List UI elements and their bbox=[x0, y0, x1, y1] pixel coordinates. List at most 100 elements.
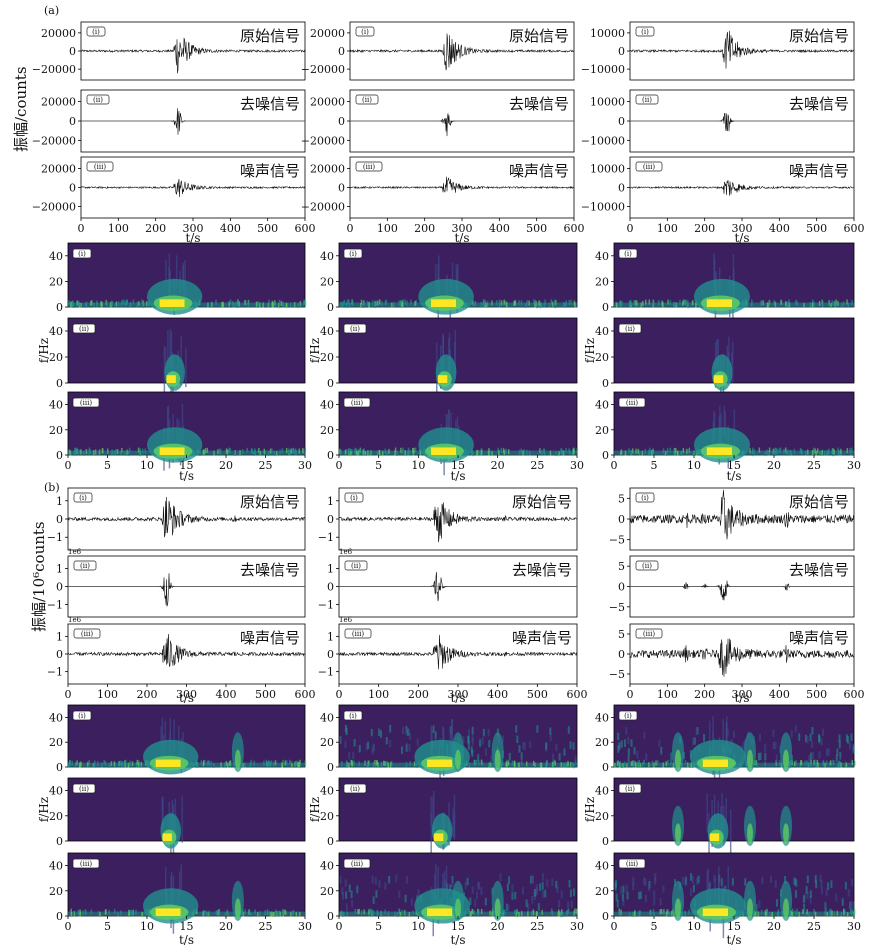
x-tick-label: 15 bbox=[180, 920, 194, 933]
noise-streak bbox=[617, 732, 620, 741]
spec-numeral: (iii) bbox=[626, 399, 638, 407]
spec-numeral: (ii) bbox=[350, 325, 360, 333]
noise-streak bbox=[267, 302, 270, 308]
noise-streak bbox=[829, 911, 832, 917]
row-title: 噪声信号 bbox=[509, 162, 569, 180]
noise-streak bbox=[407, 728, 410, 737]
noise-streak bbox=[417, 889, 420, 897]
noise-streak bbox=[340, 301, 342, 307]
noise-streak bbox=[637, 448, 639, 454]
noise-streak bbox=[505, 448, 507, 454]
x-tick-label: 100 bbox=[368, 688, 389, 701]
noise-streak bbox=[273, 761, 275, 767]
noise-streak bbox=[563, 762, 565, 768]
row-numeral: (ii) bbox=[642, 96, 652, 104]
x-tick-label: 300 bbox=[183, 222, 204, 235]
noise-streak bbox=[502, 300, 505, 306]
event-energy-peak bbox=[155, 908, 181, 916]
x-tick-label: 20 bbox=[491, 920, 505, 933]
noise-streak bbox=[417, 912, 419, 918]
noise-streak bbox=[806, 760, 808, 766]
noise-streak bbox=[652, 909, 655, 915]
noise-streak bbox=[639, 891, 642, 899]
spec-numeral: (iii) bbox=[80, 860, 92, 868]
noise-streak bbox=[282, 301, 284, 308]
noise-streak bbox=[840, 911, 843, 917]
noise-streak bbox=[629, 302, 631, 308]
noise-streak bbox=[673, 449, 676, 455]
noise-streak bbox=[139, 448, 141, 454]
spec-numeral-box bbox=[618, 710, 638, 721]
noise-streak bbox=[539, 883, 542, 891]
noise-streak bbox=[351, 761, 353, 767]
noise-streak bbox=[351, 449, 353, 455]
noise-streak bbox=[265, 759, 268, 765]
noise-streak bbox=[303, 299, 305, 306]
noise-streak bbox=[774, 451, 777, 457]
noise-streak bbox=[218, 911, 220, 917]
spec-numeral-box bbox=[72, 783, 96, 794]
noise-streak bbox=[852, 745, 855, 754]
noise-streak bbox=[790, 450, 793, 456]
noise-streak bbox=[259, 450, 261, 457]
noise-streak bbox=[279, 911, 282, 917]
y-tick-label: 20 bbox=[320, 810, 334, 823]
noise-streak bbox=[666, 909, 669, 915]
noise-streak bbox=[526, 300, 528, 306]
noise-streak bbox=[788, 299, 790, 305]
noise-streak bbox=[643, 731, 646, 739]
x-tick-label: 100 bbox=[657, 688, 678, 701]
noise-streak bbox=[787, 449, 789, 455]
y-tick-label: 40 bbox=[49, 785, 63, 798]
noise-streak bbox=[825, 888, 828, 897]
noise-streak bbox=[818, 450, 821, 456]
noise-streak bbox=[508, 752, 511, 761]
noise-streak bbox=[662, 448, 665, 454]
noise-streak bbox=[830, 303, 832, 309]
noise-streak bbox=[90, 909, 93, 915]
noise-streak bbox=[684, 911, 686, 917]
x-tick-label: 5 bbox=[651, 459, 658, 472]
noise-streak bbox=[768, 450, 770, 456]
noise-streak bbox=[292, 447, 295, 453]
noise-streak bbox=[472, 301, 474, 307]
noise-streak bbox=[487, 728, 490, 737]
noise-streak bbox=[820, 879, 823, 888]
x-tick-label: 0 bbox=[336, 920, 343, 933]
noise-streak bbox=[279, 449, 281, 455]
noise-streak bbox=[360, 910, 363, 916]
noise-streak bbox=[628, 911, 631, 917]
noise-streak bbox=[226, 449, 229, 455]
noise-streak bbox=[833, 760, 835, 766]
noise-streak bbox=[226, 909, 228, 915]
noise-streak bbox=[419, 450, 422, 456]
noise-streak bbox=[471, 749, 474, 757]
noise-streak bbox=[339, 735, 342, 744]
noise-streak bbox=[145, 301, 148, 307]
noise-streak bbox=[807, 449, 809, 455]
noise-streak bbox=[471, 734, 474, 742]
noise-streak bbox=[518, 911, 520, 917]
x-tick-label: 600 bbox=[564, 222, 585, 235]
noise-streak bbox=[635, 300, 638, 306]
noise-streak bbox=[821, 302, 824, 308]
y-tick-label: 0 bbox=[327, 377, 334, 390]
event-streak bbox=[165, 866, 167, 908]
noise-streak bbox=[774, 880, 777, 888]
event-energy-peak bbox=[713, 375, 724, 383]
noise-streak bbox=[378, 449, 381, 455]
noise-streak bbox=[549, 733, 552, 742]
noise-streak bbox=[669, 300, 672, 306]
noise-streak bbox=[790, 910, 793, 916]
noise-streak bbox=[769, 875, 772, 884]
noise-streak bbox=[90, 300, 93, 306]
noise-streak bbox=[818, 300, 821, 306]
noise-streak bbox=[369, 450, 372, 456]
noise-streak bbox=[69, 450, 72, 456]
noise-streak bbox=[248, 908, 251, 914]
noise-streak bbox=[498, 450, 500, 456]
noise-streak bbox=[468, 728, 471, 737]
noise-streak bbox=[693, 737, 696, 745]
row-numeral: (i) bbox=[92, 28, 100, 36]
noise-streak bbox=[241, 449, 244, 455]
